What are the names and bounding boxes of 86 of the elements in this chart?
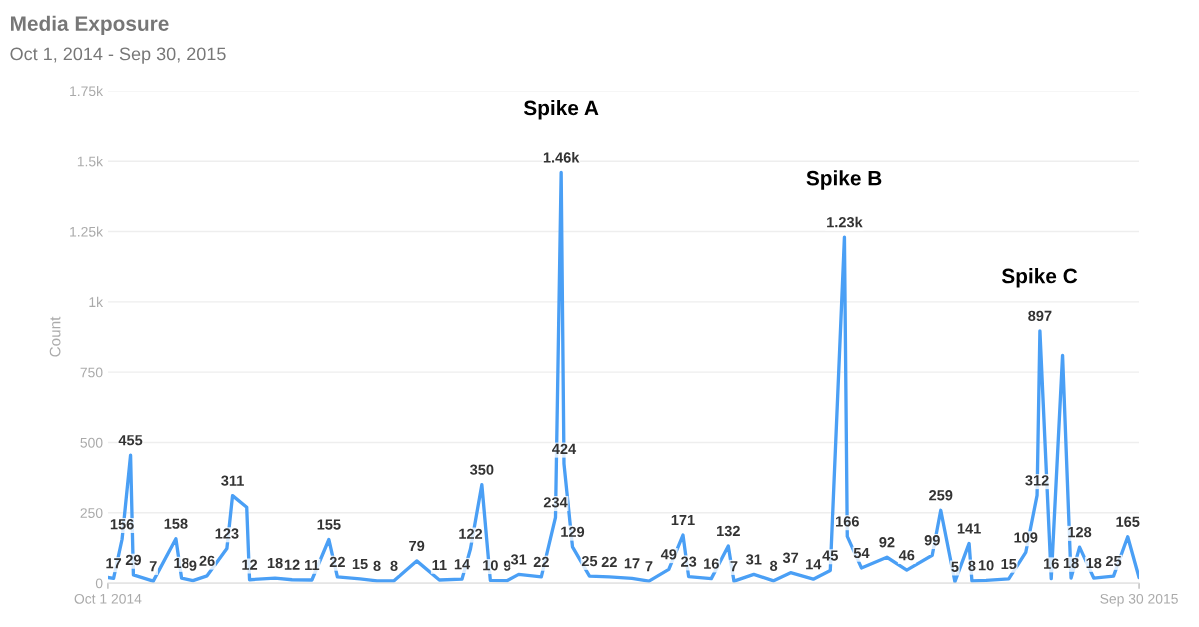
data-label: 12 — [284, 559, 300, 570]
y-tick-label: 1.25k — [70, 226, 104, 237]
y-tick-label: 1k — [89, 296, 104, 307]
data-label: 10 — [483, 560, 498, 571]
y-axis-title: Count — [49, 316, 61, 357]
data-label: 18 — [174, 557, 190, 569]
data-label: 311 — [221, 475, 244, 486]
y-tick-label: 1.5k — [77, 156, 104, 167]
data-label: 14 — [454, 559, 471, 570]
data-label: 25 — [1105, 555, 1122, 567]
data-label: 350 — [470, 464, 494, 475]
data-label: 99 — [924, 535, 940, 546]
x-tick-label: Sep 30 2015 — [1100, 593, 1178, 607]
data-label: 1.46k — [543, 151, 580, 163]
data-label: 158 — [164, 518, 188, 529]
data-label: 165 — [1116, 516, 1140, 527]
data-label: 29 — [125, 554, 141, 566]
data-label: 897 — [1028, 310, 1052, 321]
data-label: 109 — [1014, 532, 1038, 543]
data-label: 22 — [533, 556, 549, 567]
data-label: 17 — [106, 558, 122, 569]
data-label: 7 — [645, 561, 653, 572]
data-label: 25 — [581, 555, 598, 567]
data-label: 45 — [822, 550, 838, 561]
data-label: 14 — [806, 559, 822, 570]
y-tick-label: 750 — [80, 367, 103, 378]
y-tick-label: 0 — [95, 578, 103, 589]
data-label: 12 — [242, 559, 258, 570]
data-label: 18 — [267, 557, 283, 569]
y-tick-label: 250 — [80, 508, 103, 518]
annotation: Spike C — [1001, 268, 1078, 288]
data-label: 234 — [543, 497, 568, 508]
annotation: Spike A — [523, 100, 599, 120]
data-label: 17 — [624, 558, 640, 569]
data-label: 37 — [782, 552, 799, 563]
y-tick-label: 1.75k — [70, 85, 104, 97]
data-label: 132 — [717, 525, 740, 537]
data-label: 11 — [305, 560, 320, 571]
data-label: 312 — [1025, 475, 1049, 486]
data-label: 122 — [459, 528, 483, 539]
data-label: 18 — [1063, 557, 1079, 569]
data-label: 9 — [189, 560, 197, 571]
data-label: 1.23k — [827, 216, 863, 228]
chart-title: Media Exposure — [10, 15, 169, 36]
data-label: 155 — [317, 519, 341, 530]
x-tick-label: Oct 1 2014 — [74, 593, 142, 604]
data-label: 15 — [1001, 558, 1017, 570]
data-label: 23 — [681, 556, 697, 567]
data-label: 171 — [671, 515, 695, 526]
data-label: 22 — [601, 556, 617, 567]
data-label: 5 — [951, 561, 959, 572]
data-label: 92 — [879, 537, 895, 548]
data-label: 129 — [561, 526, 585, 537]
data-label: 10 — [978, 560, 994, 571]
data-label: 16 — [704, 558, 719, 569]
data-label: 18 — [1086, 557, 1102, 569]
data-label: 128 — [1068, 526, 1092, 538]
data-label: 8 — [770, 560, 778, 572]
data-label: 15 — [352, 558, 368, 570]
data-label: 31 — [510, 554, 527, 565]
data-label: 9 — [503, 560, 511, 571]
y-tick-label: 500 — [80, 437, 103, 448]
data-label: 11 — [432, 560, 447, 571]
data-label: 16 — [1044, 558, 1059, 569]
data-label: 46 — [898, 550, 915, 561]
annotation: Spike B — [806, 170, 882, 190]
data-label: 156 — [110, 519, 134, 530]
chart-subtitle: Oct 1, 2014 - Sep 30, 2015 — [10, 47, 226, 64]
data-label: 166 — [836, 516, 859, 527]
data-label: 49 — [660, 549, 677, 560]
data-label: 7 — [730, 561, 738, 572]
data-label: 31 — [746, 554, 762, 565]
data-label: 22 — [329, 556, 345, 567]
data-label: 79 — [409, 540, 425, 552]
data-label: 123 — [215, 528, 239, 539]
line-series — [107, 170, 1140, 584]
data-label: 8 — [373, 560, 381, 572]
data-label: 8 — [390, 560, 398, 572]
data-label: 54 — [853, 547, 870, 559]
data-label: 141 — [957, 523, 981, 534]
data-label: 259 — [929, 490, 953, 501]
data-label: 7 — [149, 561, 157, 572]
data-label: 424 — [552, 443, 577, 454]
data-label: 455 — [118, 435, 143, 446]
data-label: 8 — [968, 560, 976, 572]
data-label: 26 — [199, 555, 215, 566]
